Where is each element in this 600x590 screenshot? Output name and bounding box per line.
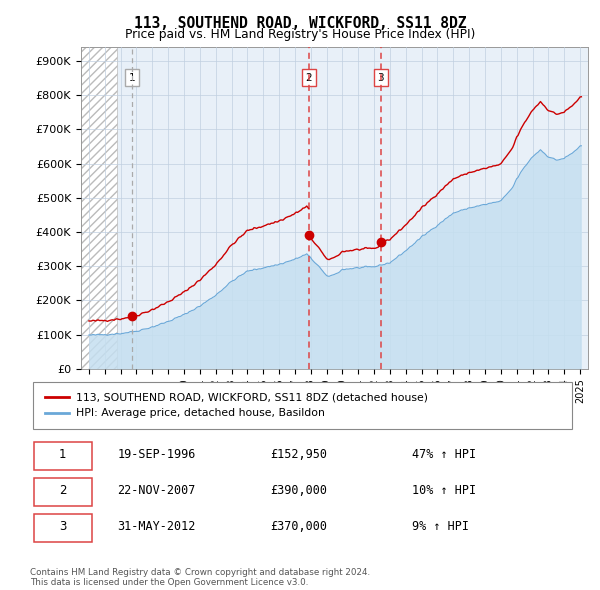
Text: 113, SOUTHEND ROAD, WICKFORD, SS11 8DZ: 113, SOUTHEND ROAD, WICKFORD, SS11 8DZ: [134, 16, 466, 31]
Text: 10% ↑ HPI: 10% ↑ HPI: [412, 484, 476, 497]
Text: £152,950: £152,950: [270, 448, 327, 461]
Text: 9% ↑ HPI: 9% ↑ HPI: [412, 520, 469, 533]
FancyBboxPatch shape: [34, 478, 92, 506]
Text: £390,000: £390,000: [270, 484, 327, 497]
Text: £370,000: £370,000: [270, 520, 327, 533]
FancyBboxPatch shape: [34, 514, 92, 542]
Text: 1: 1: [59, 448, 67, 461]
Text: 1: 1: [129, 73, 136, 83]
Text: Contains HM Land Registry data © Crown copyright and database right 2024.
This d: Contains HM Land Registry data © Crown c…: [30, 568, 370, 587]
FancyBboxPatch shape: [34, 441, 92, 470]
Text: 2: 2: [59, 484, 67, 497]
Text: 47% ↑ HPI: 47% ↑ HPI: [412, 448, 476, 461]
Text: Price paid vs. HM Land Registry's House Price Index (HPI): Price paid vs. HM Land Registry's House …: [125, 28, 475, 41]
Bar: [81, 47, 118, 369]
Text: 22-NOV-2007: 22-NOV-2007: [118, 484, 196, 497]
Text: 31-MAY-2012: 31-MAY-2012: [118, 520, 196, 533]
Text: 2: 2: [305, 73, 313, 83]
Text: 3: 3: [377, 73, 384, 83]
Text: 3: 3: [59, 520, 67, 533]
Bar: [81, 47, 118, 369]
Text: 19-SEP-1996: 19-SEP-1996: [118, 448, 196, 461]
Legend: 113, SOUTHEND ROAD, WICKFORD, SS11 8DZ (detached house), HPI: Average price, det: 113, SOUTHEND ROAD, WICKFORD, SS11 8DZ (…: [41, 389, 432, 422]
FancyBboxPatch shape: [33, 382, 572, 429]
